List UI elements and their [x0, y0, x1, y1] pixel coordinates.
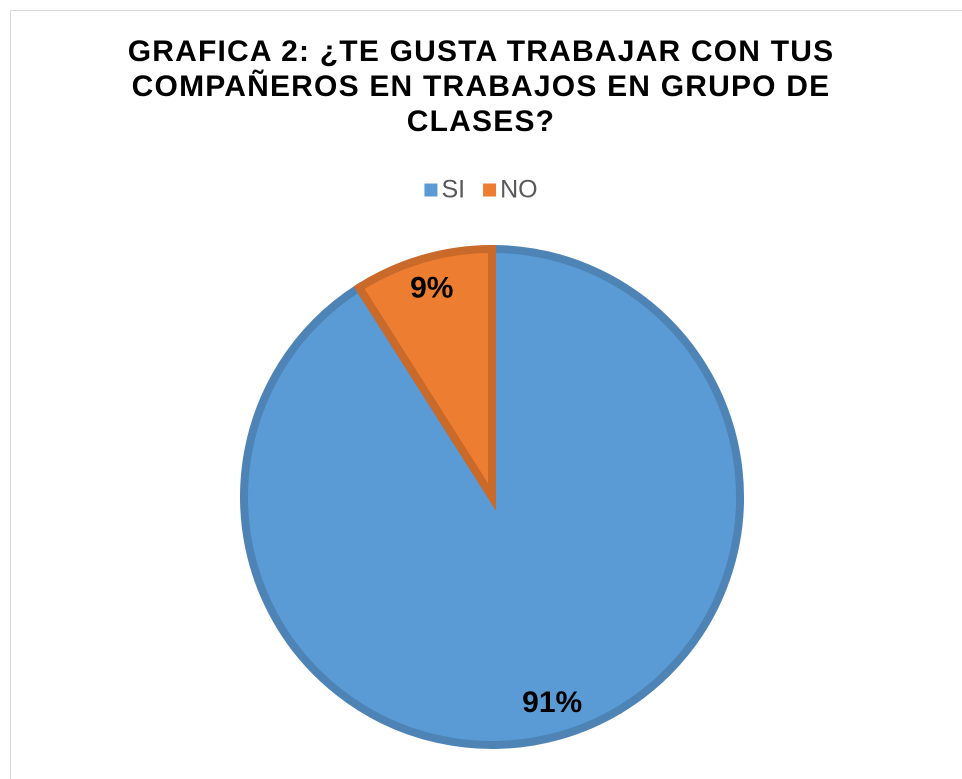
data-label: 91% [522, 686, 582, 719]
pie-slice [353, 244, 496, 511]
data-label: 9% [410, 272, 453, 305]
legend-swatch [424, 183, 438, 197]
chart-title: GRAFICA 2: ¿TE GUSTA TRABAJAR CON TUS CO… [127, 35, 835, 138]
chart-frame [10, 10, 962, 779]
legend-swatch [483, 183, 497, 197]
legend-label: NO [500, 176, 538, 204]
legend-label: SI [441, 176, 465, 204]
